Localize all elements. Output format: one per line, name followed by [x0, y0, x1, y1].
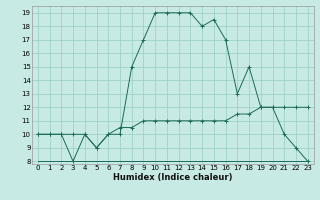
- X-axis label: Humidex (Indice chaleur): Humidex (Indice chaleur): [113, 173, 233, 182]
